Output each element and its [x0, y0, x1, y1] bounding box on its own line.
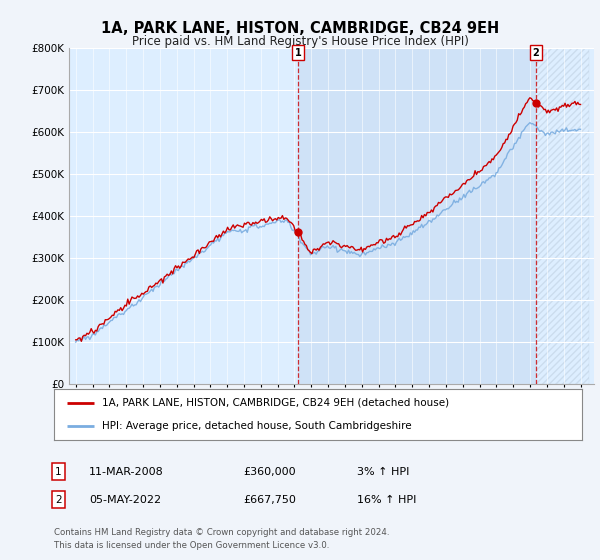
Text: Contains HM Land Registry data © Crown copyright and database right 2024.
This d: Contains HM Land Registry data © Crown c…	[54, 528, 389, 550]
Bar	[298, 48, 536, 384]
Bar	[536, 48, 589, 384]
Text: 1A, PARK LANE, HISTON, CAMBRIDGE, CB24 9EH: 1A, PARK LANE, HISTON, CAMBRIDGE, CB24 9…	[101, 21, 499, 36]
Text: Price paid vs. HM Land Registry's House Price Index (HPI): Price paid vs. HM Land Registry's House …	[131, 35, 469, 48]
Text: 11-MAR-2008: 11-MAR-2008	[89, 466, 164, 477]
Text: 1: 1	[55, 466, 62, 477]
Text: 1A, PARK LANE, HISTON, CAMBRIDGE, CB24 9EH (detached house): 1A, PARK LANE, HISTON, CAMBRIDGE, CB24 9…	[101, 398, 449, 408]
Text: £360,000: £360,000	[243, 466, 296, 477]
Text: 16% ↑ HPI: 16% ↑ HPI	[357, 494, 416, 505]
Text: £667,750: £667,750	[243, 494, 296, 505]
Text: 3% ↑ HPI: 3% ↑ HPI	[357, 466, 409, 477]
Text: 1: 1	[295, 48, 301, 58]
Text: 05-MAY-2022: 05-MAY-2022	[89, 494, 161, 505]
Text: 2: 2	[533, 48, 539, 58]
Text: HPI: Average price, detached house, South Cambridgeshire: HPI: Average price, detached house, Sout…	[101, 421, 411, 431]
Text: 2: 2	[55, 494, 62, 505]
